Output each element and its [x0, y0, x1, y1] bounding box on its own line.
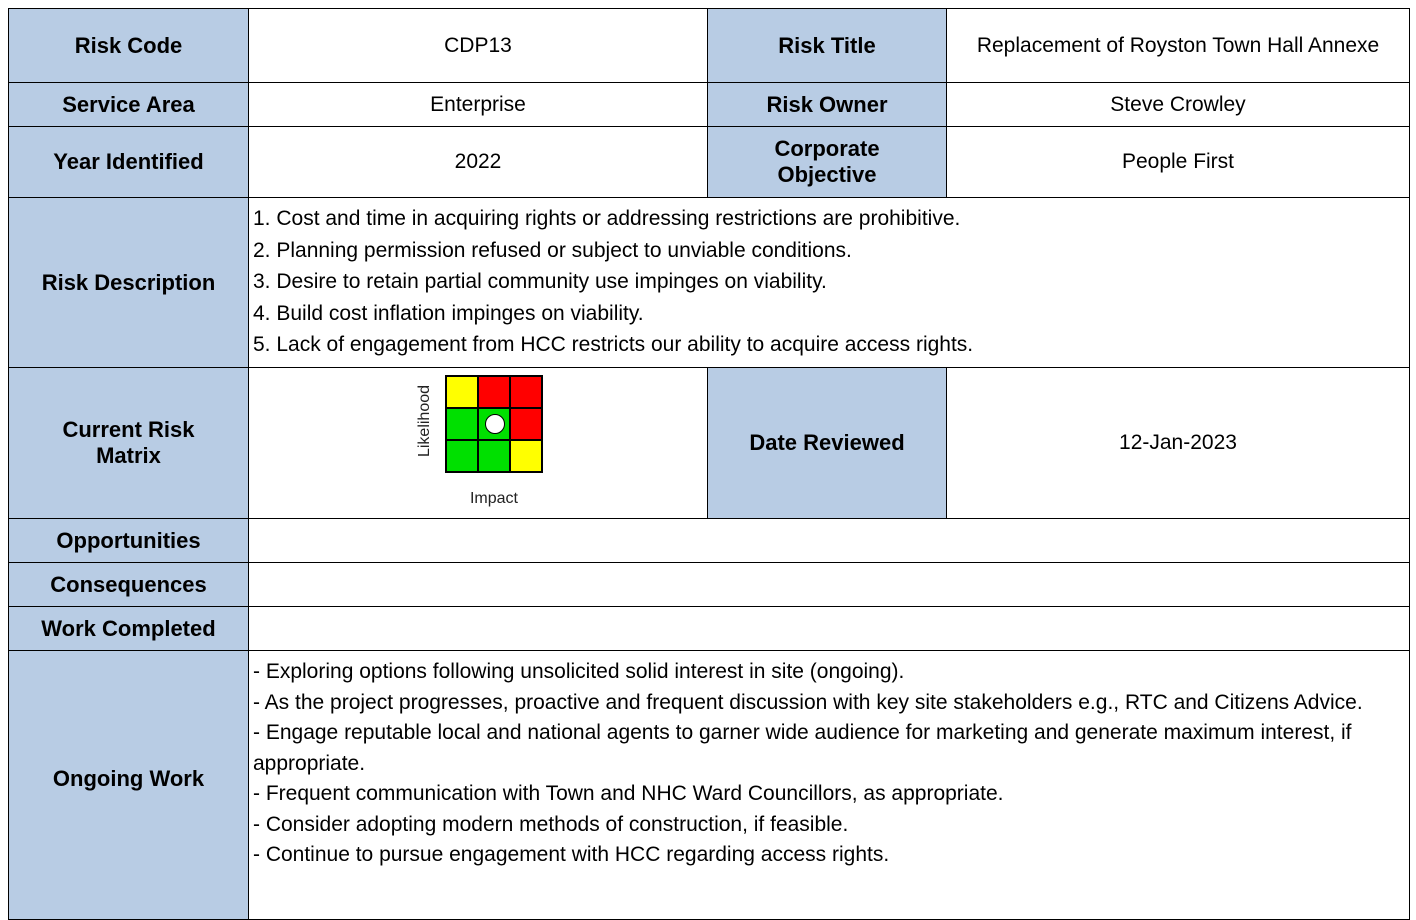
label-cell: Risk Title — [707, 8, 947, 83]
value-cell — [248, 606, 1410, 651]
list-item: - As the project progresses, proactive a… — [253, 690, 1363, 714]
value-cell: Steve Crowley — [946, 82, 1410, 127]
label-cell: Corporate Objective — [707, 126, 947, 198]
list-item: - Consider adopting modern methods of co… — [253, 812, 849, 836]
label-cell: Year Identified — [8, 126, 249, 198]
label-cell: Opportunities — [8, 518, 249, 563]
list-item: - Frequent communication with Town and N… — [253, 782, 1004, 805]
y-axis-label: Likelihood — [416, 384, 433, 458]
x-axis-label: Impact — [469, 490, 518, 507]
list-item: 4. Build cost inflation impinges on viab… — [253, 301, 644, 325]
list-item: 2. Planning permission refused or subjec… — [253, 238, 852, 262]
value-cell: 2022 — [248, 126, 708, 198]
matrix-cell — [510, 376, 542, 408]
list-item: 5. Lack of engagement from HCC restricts… — [253, 333, 974, 356]
list-item: - Engage reputable local and national ag… — [253, 721, 1352, 775]
label-cell: Work Completed — [8, 606, 249, 651]
label-cell: Ongoing Work — [8, 650, 249, 920]
value-cell: Replacement of Royston Town Hall Annexe — [946, 8, 1410, 83]
matrix-cell — [478, 408, 510, 440]
list-item: 3. Desire to retain partial community us… — [253, 270, 827, 293]
matrix-cell — [446, 440, 478, 472]
ongoing-cell: - Exploring options following unsolicite… — [248, 650, 1410, 920]
label-cell: Service Area — [8, 82, 249, 127]
value-cell: People First — [946, 126, 1410, 198]
label-cell: Risk Code — [8, 8, 249, 83]
list-item: - Exploring options following unsolicite… — [253, 660, 905, 683]
label-cell: Current Risk Matrix — [8, 367, 249, 519]
matrix-cell — [510, 408, 542, 440]
matrix-cell — [478, 440, 510, 472]
value-cell — [248, 518, 1410, 563]
label-cell: Risk Description — [8, 197, 249, 368]
list-item: - Continue to pursue engagement with HCC… — [253, 843, 890, 866]
description-list: 1. Cost and time in acquiring rights or … — [249, 198, 977, 361]
matrix-cell — [478, 376, 510, 408]
matrix-cell — [510, 440, 542, 472]
value-cell: Enterprise — [248, 82, 708, 127]
label-cell: Consequences — [8, 562, 249, 607]
list-item: 1. Cost and time in acquiring rights or … — [253, 207, 961, 230]
value-cell: 12-Jan-2023 — [946, 367, 1410, 519]
value-cell: CDP13 — [248, 8, 708, 83]
matrix-cell — [446, 408, 478, 440]
matrix-cell — [446, 376, 478, 408]
risk-marker — [485, 414, 505, 434]
risk-matrix — [445, 375, 543, 473]
label-cell: Risk Owner — [707, 82, 947, 127]
description-cell: 1. Cost and time in acquiring rights or … — [248, 197, 1410, 368]
label-cell: Date Reviewed — [707, 367, 947, 519]
value-cell — [248, 562, 1410, 607]
ongoing-list: - Exploring options following unsolicite… — [249, 651, 1409, 871]
